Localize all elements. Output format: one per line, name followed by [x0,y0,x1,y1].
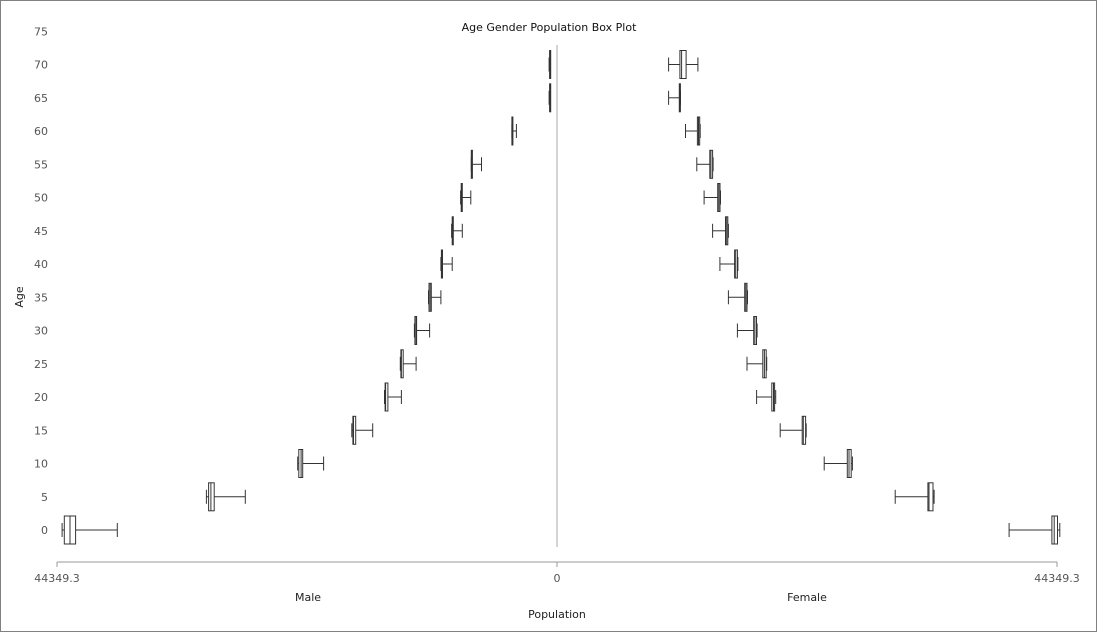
male-box-age-65 [548,83,552,113]
female-box-iqr [927,482,934,512]
y-axis-title: Age [13,286,26,308]
female-box-age-25 [746,349,768,379]
male-box-age-60 [511,116,517,146]
y-tick-label: 30 [34,325,48,338]
male-box-age-35 [428,282,442,312]
female-box-age-70 [668,50,699,79]
female-box-age-5 [894,482,935,512]
y-tick-label: 10 [34,458,48,471]
male-box-age-70 [548,50,552,79]
x-axis: 44349.3 0 44349.3 [34,561,1080,585]
male-box-age-20 [384,382,402,412]
y-tick-label: 45 [34,225,48,238]
female-box-iqr [801,415,807,445]
female-box-age-55 [696,149,714,179]
boxes-layer [61,50,1061,545]
female-box-iqr [1051,515,1059,545]
male-box-age-40 [440,249,453,279]
x-tick-label-center: 0 [554,572,561,585]
y-tick-label: 35 [34,291,48,304]
female-box-age-30 [736,316,758,345]
male-panel-label: Male [295,591,321,604]
female-panel-label: Female [787,591,827,604]
male-box-iqr [352,415,357,445]
y-axis-ticks: 0 5 10 15 20 25 30 35 40 45 50 55 60 65 70 75 [34,25,48,537]
female-box-age-0 [1008,515,1061,545]
female-box-age-35 [727,282,748,312]
y-tick-label: 70 [34,59,48,72]
y-tick-label: 20 [34,391,48,404]
male-box-age-15 [351,415,374,445]
female-box-age-20 [756,382,777,412]
y-tick-label: 5 [41,491,48,504]
chart-title: Age Gender Population Box Plot [462,21,637,34]
male-box-age-55 [470,149,482,179]
female-box-age-40 [719,249,739,279]
y-tick-label: 40 [34,258,48,271]
male-box-age-10 [297,449,325,478]
male-box-age-25 [399,349,417,379]
y-tick-label: 65 [34,92,48,105]
male-box-age-0 [61,515,118,545]
male-box-iqr [208,482,215,512]
female-box-age-15 [779,415,807,445]
y-tick-label: 60 [34,125,48,138]
y-tick-label: 75 [34,25,48,38]
y-tick-label: 25 [34,358,48,371]
male-box-age-30 [413,316,431,345]
x-tick-label-left: 44349.3 [34,572,80,585]
x-axis-title: Population [528,608,586,621]
y-tick-label: 15 [34,424,48,437]
female-box-age-65 [668,83,681,113]
x-tick-label-right: 44349.3 [1034,572,1080,585]
male-box-age-45 [451,216,463,246]
y-tick-label: 0 [41,524,48,537]
female-box-age-45 [712,216,729,246]
female-box-age-60 [685,116,701,146]
male-box-age-5 [205,482,246,512]
female-box-iqr [679,50,687,79]
female-box-age-10 [823,449,853,478]
female-box-age-50 [703,183,721,212]
male-box-age-50 [460,183,472,212]
y-tick-label: 50 [34,192,48,205]
y-tick-label: 55 [34,158,48,171]
